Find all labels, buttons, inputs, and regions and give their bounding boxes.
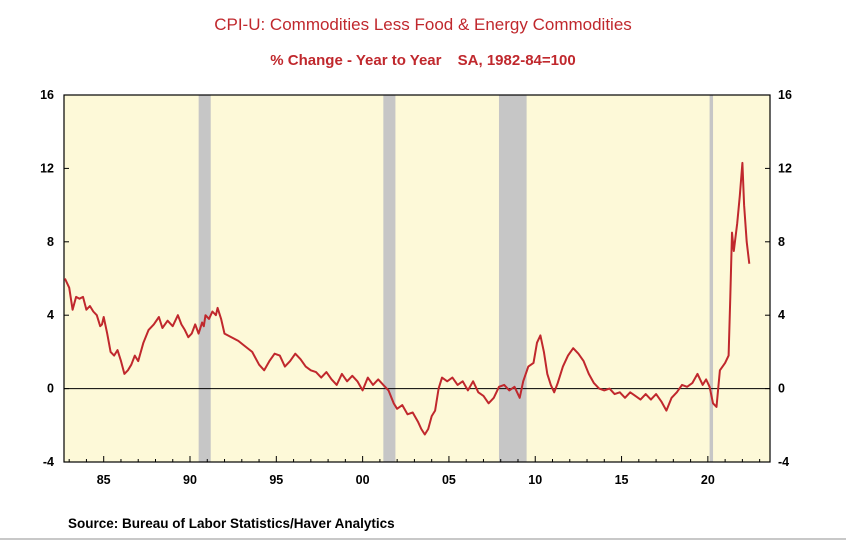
series-line <box>63 161 751 436</box>
recession-band <box>709 95 714 462</box>
footer-divider <box>0 538 846 540</box>
subtitle-measure: % Change - Year to Year <box>270 52 442 69</box>
subtitle-base: SA, 1982-84=100 <box>457 52 576 69</box>
y-tick-label-right: 8 <box>778 235 785 249</box>
chart-subtitle: % Change - Year to Year SA, 1982-84=100 <box>0 52 846 69</box>
y-tick-label-left: -4 <box>43 455 54 469</box>
y-tick-label-right: 0 <box>778 382 785 396</box>
y-tick-label-left: 16 <box>40 88 54 102</box>
x-tick-label: 85 <box>97 473 111 487</box>
chart-title: CPI-U: Commodities Less Food & Energy Co… <box>214 15 632 34</box>
x-tick-label: 90 <box>183 473 197 487</box>
recession-band <box>383 95 396 462</box>
y-tick-label-right: 16 <box>778 88 792 102</box>
recession-band <box>498 95 527 462</box>
x-tick-label: 00 <box>356 473 370 487</box>
y-tick-label-right: 12 <box>778 161 792 175</box>
y-tick-label-left: 8 <box>47 235 54 249</box>
x-tick-label: 05 <box>442 473 456 487</box>
y-tick-label-left: 4 <box>47 308 54 322</box>
y-tick-label-right: -4 <box>778 455 789 469</box>
x-tick-label: 95 <box>269 473 283 487</box>
plot-area <box>64 95 770 462</box>
x-tick-label: 15 <box>615 473 629 487</box>
x-tick-label: 20 <box>701 473 715 487</box>
y-tick-label-left: 0 <box>47 382 54 396</box>
x-tick-label: 10 <box>528 473 542 487</box>
y-tick-label-left: 12 <box>40 161 54 175</box>
plot-frame <box>63 94 771 463</box>
y-tick-label-right: 4 <box>778 308 785 322</box>
source-note: Source: Bureau of Labor Statistics/Haver… <box>68 516 395 531</box>
recession-band <box>198 95 211 462</box>
